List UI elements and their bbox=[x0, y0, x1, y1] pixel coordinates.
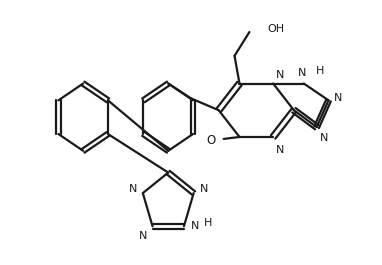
Text: N: N bbox=[139, 231, 147, 241]
Text: O: O bbox=[207, 134, 216, 147]
Text: H: H bbox=[316, 66, 324, 76]
Text: N: N bbox=[298, 68, 306, 78]
Text: N: N bbox=[320, 133, 328, 143]
Text: N: N bbox=[333, 93, 342, 103]
Text: N: N bbox=[276, 145, 285, 155]
Text: N: N bbox=[276, 69, 285, 80]
Text: N: N bbox=[128, 184, 137, 194]
Text: N: N bbox=[199, 184, 208, 194]
Text: H: H bbox=[204, 218, 212, 228]
Text: N: N bbox=[191, 221, 199, 231]
Text: OH: OH bbox=[267, 24, 284, 34]
